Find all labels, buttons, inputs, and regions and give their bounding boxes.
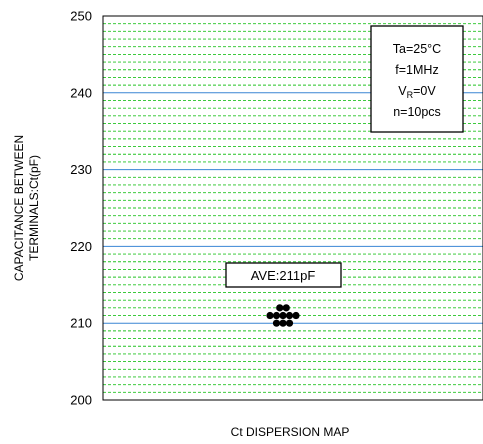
data-point [285,319,294,327]
x-axis-title: Ct DISPERSION MAP [231,425,350,439]
y-tick-label: 250 [70,9,92,24]
average-annotation-box [225,262,342,288]
y-tick-label: 240 [70,85,92,100]
data-point [282,304,290,312]
data-point [276,304,284,312]
data-points [266,304,300,327]
plot-frame [102,15,483,401]
condition-vr-symbol: V [398,84,407,98]
data-point [266,311,274,320]
conditions-box: Ta=25°C f=1MHz VR=0V n=10pcs [370,25,464,133]
condition-frequency: f=1MHz [395,63,438,77]
data-point [272,311,281,320]
condition-temperature: Ta=25°C [393,42,441,56]
data-point [272,319,281,327]
conditions-box-frame [370,25,464,133]
y-axis-title-line-2: TERMINALS:Ct(pF) [27,155,41,261]
y-tick-label: 210 [70,316,92,331]
condition-sample-count: n=10pcs [393,105,441,119]
condition-vr-value: =0V [413,84,436,98]
data-point [279,319,287,327]
condition-vr-subscript: R [407,90,414,100]
y-tick-label: 200 [70,393,92,408]
y-tick-labels: 200 210 220 230 240 250 [70,9,92,408]
data-point [292,311,300,320]
y-axis-title-line-1: CAPACITANCE BETWEEN [12,135,26,281]
condition-reverse-voltage: VR=0V [398,84,436,100]
y-tick-label: 230 [70,162,92,177]
data-point [279,311,287,320]
average-annotation: AVE:211pF [225,262,342,288]
average-annotation-label: AVE:211pF [251,268,316,283]
y-tick-label: 220 [70,239,92,254]
data-point [285,311,294,320]
